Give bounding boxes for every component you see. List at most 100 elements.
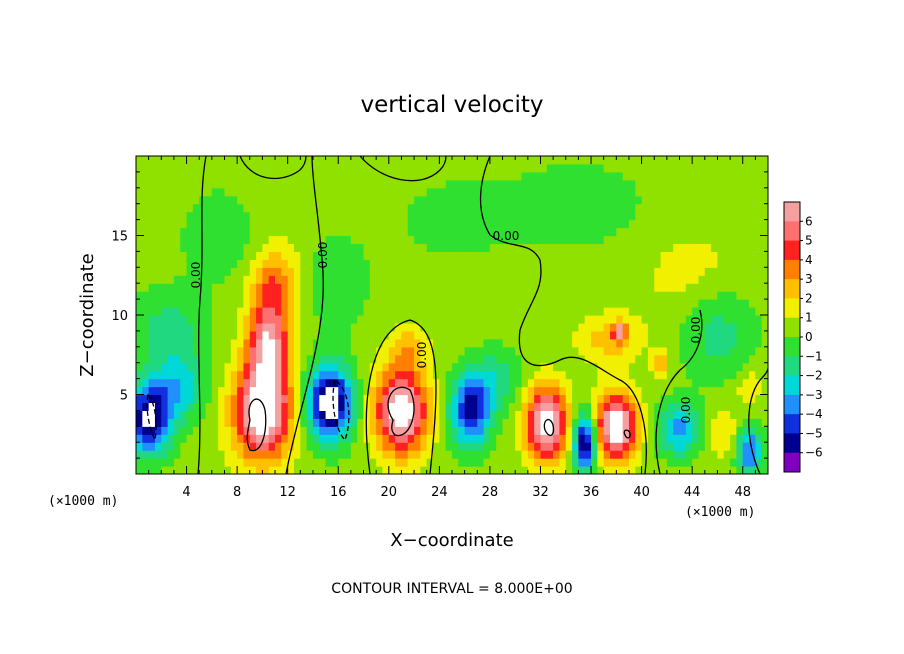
field-cell: [186, 235, 194, 245]
field-cell: [154, 330, 162, 340]
field-cell: [584, 275, 592, 284]
field-cell: [654, 426, 662, 435]
field-cell: [344, 346, 352, 356]
field-cell: [673, 156, 681, 165]
field-cell: [610, 299, 617, 308]
field-cell: [755, 315, 763, 324]
field-cell: [483, 394, 491, 404]
field-cell: [395, 203, 403, 213]
field-cell: [268, 291, 276, 300]
field-cell: [306, 251, 314, 260]
field-cell: [136, 299, 143, 308]
field-cell: [186, 203, 194, 213]
field-cell: [622, 299, 630, 308]
field-cell: [489, 322, 497, 332]
field-cell: [572, 156, 579, 165]
field-cell: [711, 259, 719, 268]
field-cell: [249, 195, 257, 205]
field-cell: [489, 370, 497, 380]
field-cell: [199, 378, 207, 388]
field-cell: [730, 362, 737, 372]
field-cell: [730, 163, 737, 173]
field-cell: [540, 299, 548, 308]
colorbar-swatch: [784, 452, 800, 473]
field-cell: [654, 338, 662, 348]
field-cell: [730, 243, 737, 252]
contour-label: 0.00: [493, 229, 520, 243]
field-cell: [344, 394, 352, 404]
field-cell: [350, 426, 358, 435]
field-cell: [237, 307, 245, 316]
field-cell: [698, 378, 706, 388]
field-cell: [559, 267, 567, 276]
field-cell: [218, 386, 226, 396]
field-cell: [559, 426, 567, 435]
field-cell: [711, 322, 719, 332]
field-cell: [565, 354, 573, 364]
field-cell: [230, 163, 238, 173]
field-cell: [338, 386, 346, 396]
field-cell: [610, 434, 617, 443]
field-cell: [679, 195, 687, 205]
colorbar-tick-label: −5: [805, 426, 823, 440]
field-cell: [477, 179, 485, 189]
field-cell: [508, 442, 516, 451]
field-cell: [736, 386, 744, 396]
field-cell: [161, 362, 169, 372]
field-cell: [312, 450, 320, 459]
field-cell: [685, 458, 693, 467]
field-cell: [230, 259, 238, 268]
field-cell: [414, 330, 421, 340]
field-cell: [679, 378, 687, 388]
field-cell: [477, 346, 485, 356]
field-cell: [597, 402, 605, 411]
field-cell: [161, 330, 169, 340]
field-cell: [237, 354, 245, 364]
field-cell: [704, 354, 712, 364]
field-cell: [388, 330, 396, 340]
field-cell: [521, 179, 529, 189]
field-cell: [470, 267, 478, 276]
field-cell: [294, 410, 301, 419]
field-cell: [559, 370, 567, 380]
field-cell: [205, 458, 213, 467]
field-cell: [192, 283, 200, 292]
field-cell: [502, 275, 510, 284]
field-cell: [268, 410, 276, 419]
field-cell: [401, 315, 409, 324]
field-cell: [414, 259, 421, 268]
field-cell: [300, 251, 308, 260]
field-cell: [452, 354, 459, 364]
field-cell: [521, 370, 529, 380]
field-cell: [420, 442, 428, 451]
field-cell: [211, 354, 219, 364]
field-cell: [660, 370, 668, 380]
field-cell: [610, 330, 617, 340]
field-cell: [243, 442, 251, 451]
field-cell: [591, 267, 598, 276]
field-cell: [275, 235, 282, 245]
field-cell: [742, 203, 750, 213]
field-cell: [401, 179, 409, 189]
field-cell: [553, 156, 561, 165]
field-cell: [401, 251, 409, 260]
field-cell: [730, 259, 737, 268]
field-cell: [679, 315, 687, 324]
field-cell: [666, 235, 674, 245]
field-cell: [711, 163, 719, 173]
field-cell: [755, 179, 763, 189]
contour-line: [197, 156, 207, 474]
field-cell: [540, 442, 548, 451]
field-cell: [161, 338, 169, 348]
field-cell: [452, 187, 459, 197]
y-axis-title: Z−coordinate: [77, 253, 98, 376]
field-cell: [470, 291, 478, 300]
field-cell: [369, 322, 377, 332]
field-cell: [350, 259, 358, 268]
field-cell: [268, 338, 276, 348]
field-cell: [395, 219, 403, 229]
field-cell: [407, 291, 415, 300]
field-cell: [161, 179, 169, 189]
field-cell: [692, 434, 700, 443]
field-cell: [679, 466, 687, 474]
